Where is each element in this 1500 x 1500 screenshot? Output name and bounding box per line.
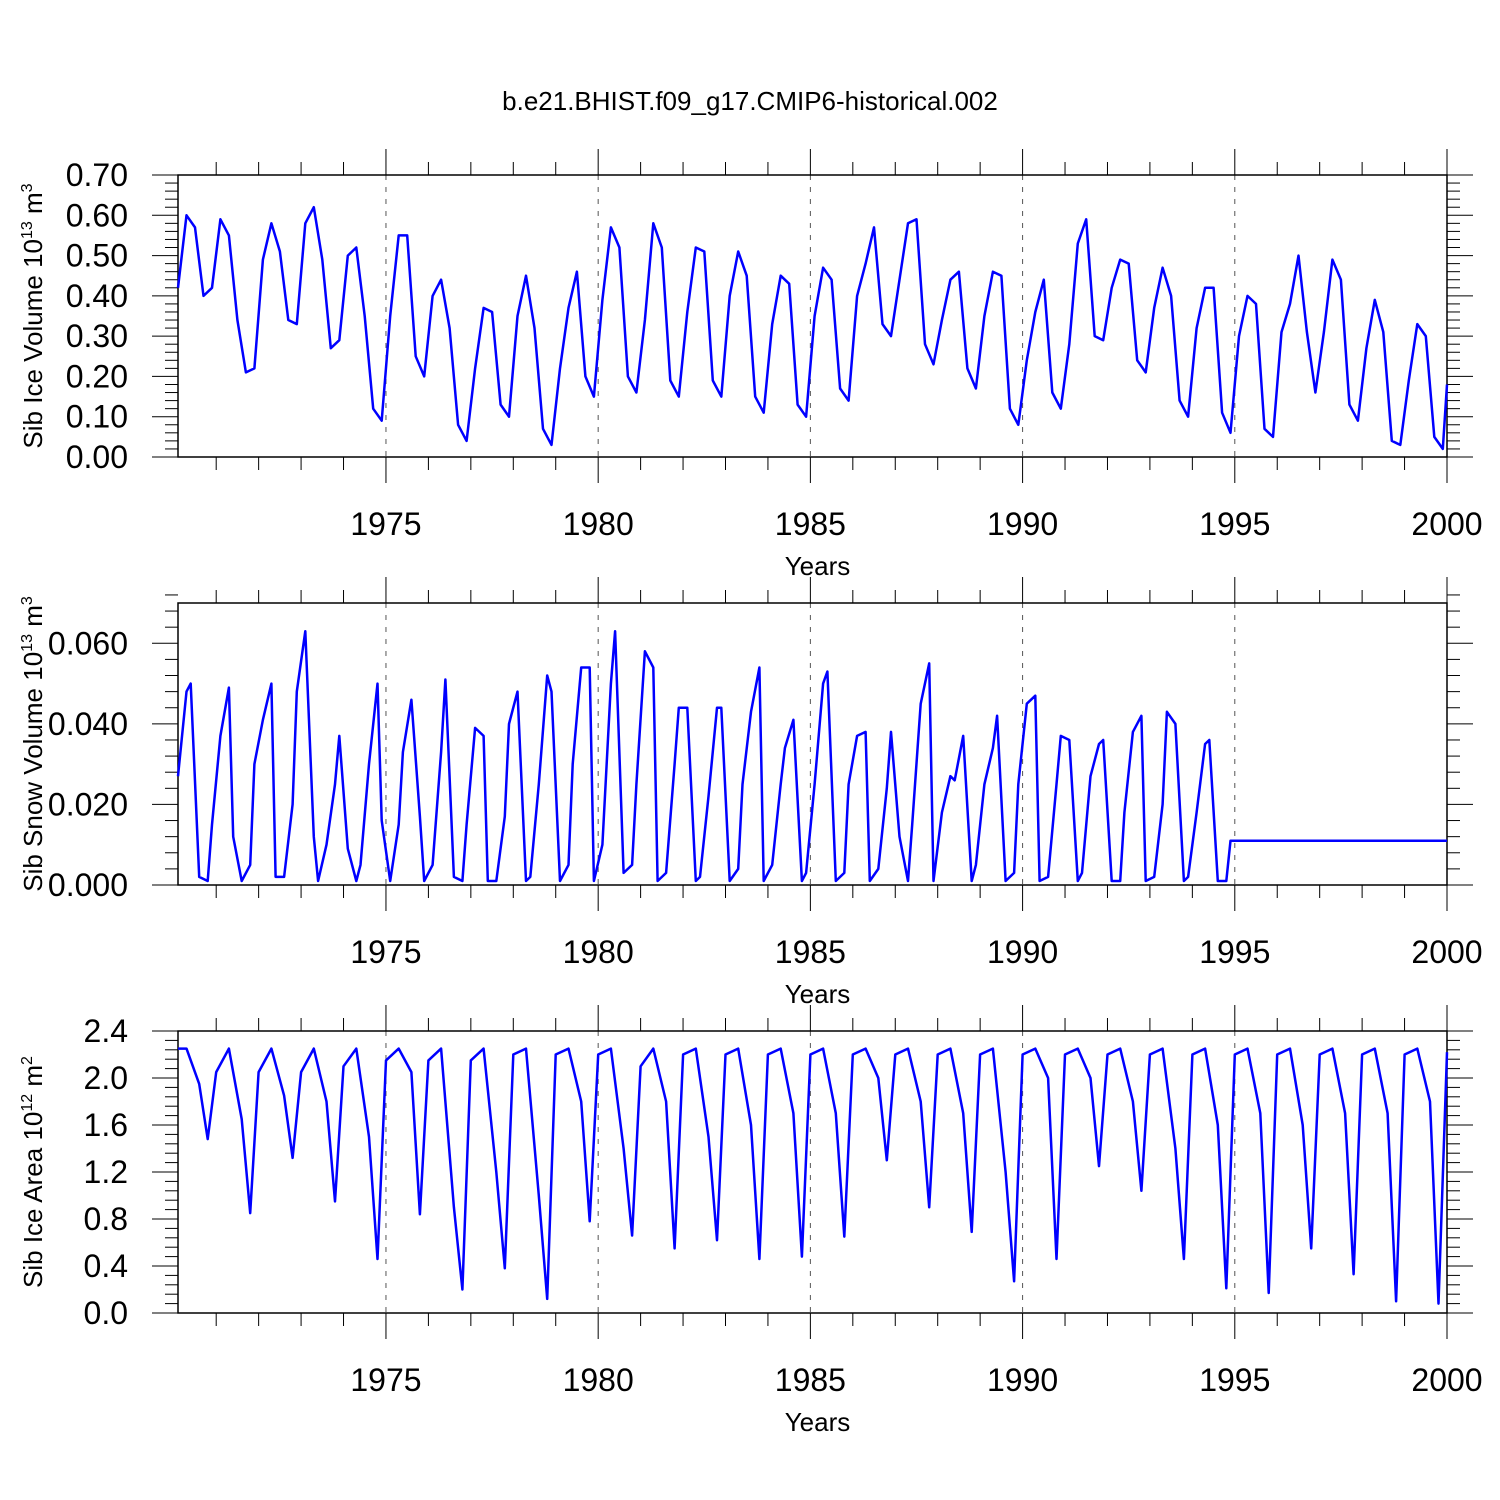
- x-tick-label: 1975: [350, 1362, 421, 1398]
- y-tick-label: 0.70: [66, 157, 128, 193]
- x-tick-label: 1985: [775, 506, 846, 542]
- plot-frame: [177, 174, 1448, 458]
- panels: 0.00 0.10 0.20 0.30 0.40 0.50 0.60 0.70 1975 1980…: [18, 149, 1483, 1437]
- x-tick-label: 1990: [987, 934, 1058, 970]
- y-tick-label: 0.20: [66, 358, 128, 394]
- y-tick-label: 1.6: [84, 1107, 128, 1143]
- y-tick-label: 2.0: [84, 1060, 128, 1096]
- y-axis-title: Sib Ice Area 1012 m2: [18, 1056, 48, 1288]
- y-tick-label: 0.00: [66, 439, 128, 475]
- y-tick-label: 0.30: [66, 318, 128, 354]
- x-tick-label: 2000: [1411, 934, 1482, 970]
- y-tick-label: 2.4: [84, 1013, 128, 1049]
- x-tick-label: 1980: [563, 934, 634, 970]
- y-tick-label: 1.2: [84, 1154, 128, 1190]
- y-tick-label: 0.020: [48, 786, 128, 822]
- y-tick-label: 0.040: [48, 706, 128, 742]
- y-tick-label: 0.10: [66, 399, 128, 435]
- y-tick-label: 0.0: [84, 1295, 128, 1331]
- x-tick-label: 2000: [1411, 506, 1482, 542]
- series-line-ice-area: [178, 1047, 1449, 1305]
- x-tick-label: 1985: [775, 934, 846, 970]
- x-tick-label: 1990: [987, 506, 1058, 542]
- y-tick-label: 0.4: [84, 1248, 128, 1284]
- y-tick-label: 0.60: [66, 197, 128, 233]
- chart-panel-ice-area: 0.0 0.4 0.8 1.2 1.6 2.0 2.4 1975 1980 1985 1990 199…: [18, 1005, 1483, 1437]
- plot-frame: [177, 602, 1448, 886]
- x-tick-label: 1975: [350, 506, 421, 542]
- x-tick-label: 1995: [1199, 934, 1270, 970]
- y-tick-label: 0.50: [66, 238, 128, 274]
- y-axis-title: Sib Snow Volume 1013 m3: [18, 596, 48, 892]
- x-axis-title: Years: [785, 1407, 851, 1437]
- x-tick-label: 1975: [350, 934, 421, 970]
- x-tick-label: 1995: [1199, 506, 1270, 542]
- y-tick-label: 0.060: [48, 625, 128, 661]
- x-axis-title: Years: [785, 979, 851, 1009]
- y-axis-title: Sib Ice Volume 1013 m3: [18, 183, 48, 448]
- y-tick-label: 0.40: [66, 278, 128, 314]
- x-tick-label: 1985: [775, 1362, 846, 1398]
- x-axis-title: Years: [785, 551, 851, 581]
- chart-panel-snow-volume: 0.000 0.020 0.040 0.060 1975 1980 1985 1990 1995…: [18, 577, 1483, 1009]
- figure-title: b.e21.BHIST.f09_g17.CMIP6-historical.002: [502, 86, 998, 116]
- x-tick-label: 1980: [563, 506, 634, 542]
- y-tick-label: 0.000: [48, 867, 128, 903]
- chart-panel-ice-volume: 0.00 0.10 0.20 0.30 0.40 0.50 0.60 0.70 1975 1980…: [18, 149, 1483, 581]
- series-line-ice-volume: [176, 205, 1449, 451]
- x-tick-label: 2000: [1411, 1362, 1482, 1398]
- y-tick-label: 0.8: [84, 1201, 128, 1237]
- series-line-snow-volume: [176, 629, 1447, 883]
- x-tick-label: 1980: [563, 1362, 634, 1398]
- x-tick-label: 1995: [1199, 1362, 1270, 1398]
- x-tick-label: 1990: [987, 1362, 1058, 1398]
